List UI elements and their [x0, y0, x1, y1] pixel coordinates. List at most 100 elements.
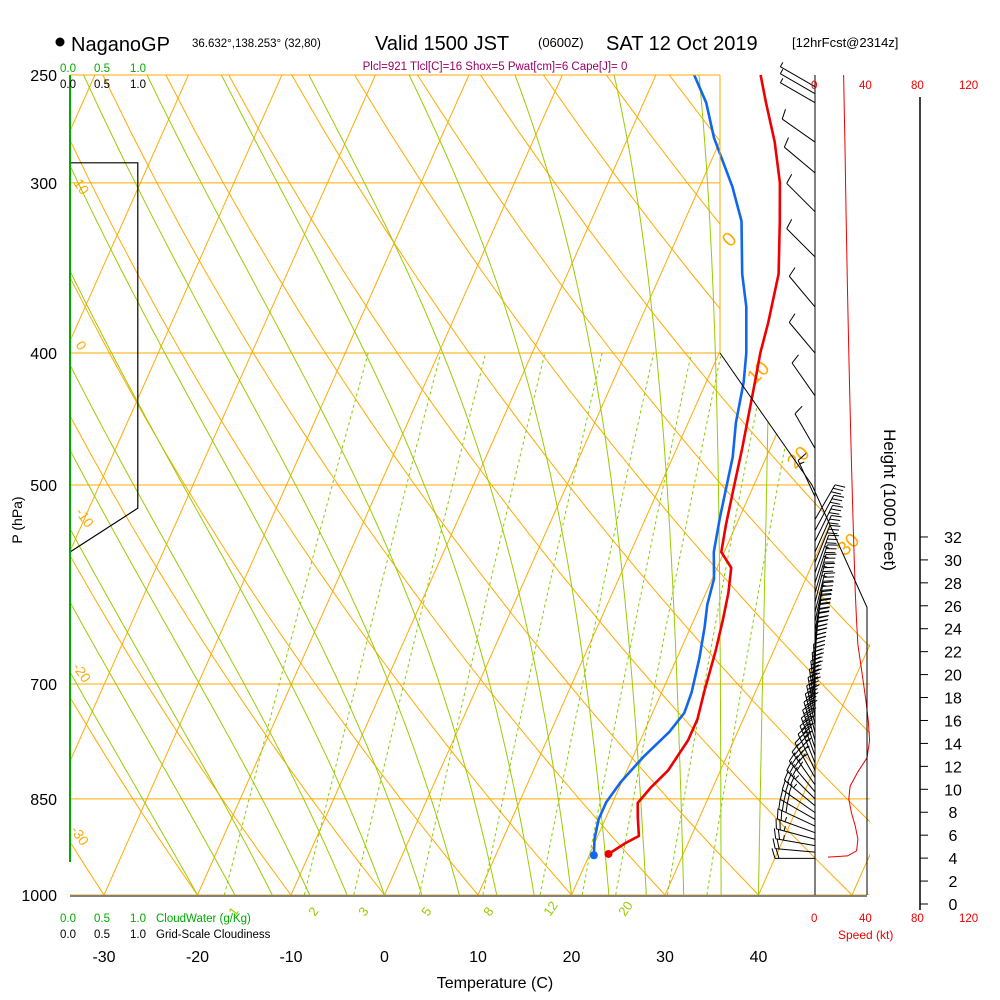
- wind-barb-feather: [794, 405, 803, 415]
- mixing-ratio-line: [482, 352, 603, 895]
- wind-barb-feather: [832, 504, 843, 508]
- wind-barb-feather: [821, 593, 832, 597]
- height-tick-label: 28: [944, 576, 962, 593]
- moist-adiabat-line: [613, 75, 685, 895]
- isotherm-label: -10: [73, 505, 98, 531]
- wind-barb-feather: [825, 542, 837, 544]
- wind-barb-half-feather: [779, 62, 784, 67]
- moist-adiabat-line: [70, 449, 311, 895]
- moist-adiabat-line: [70, 601, 236, 895]
- wind-barb: [791, 354, 816, 397]
- moist-adiabat-line: [308, 75, 572, 895]
- wind-barb-feather: [821, 589, 833, 591]
- wind-barb-half-feather: [802, 753, 808, 758]
- wind-barb-feather: [805, 688, 815, 695]
- wind-top-3: 120: [959, 80, 978, 92]
- wind-barb-feather: [776, 838, 780, 850]
- dry-adiabat-line: [354, 75, 870, 735]
- temperature-tick-label: -10: [279, 949, 302, 966]
- station-name: NaganoGP: [71, 34, 170, 56]
- wind-barb-feather: [781, 779, 786, 790]
- temperature-tick-label: -20: [186, 949, 209, 966]
- pressure-tick-label: 1000: [21, 888, 57, 905]
- cloudiness-top-2: 1.0: [130, 79, 146, 91]
- wind-barb-feather: [781, 800, 785, 811]
- wind-barb-shaft: [813, 644, 816, 685]
- moist-adiabat-line: [70, 164, 423, 895]
- diagonal-boundary-line: [719, 352, 868, 895]
- isotherm-label: 0: [73, 338, 91, 354]
- wind-barb-feather: [815, 631, 827, 636]
- wind-barb-half-feather: [779, 69, 784, 74]
- dry-adiabat-line: [70, 414, 385, 895]
- wind-barb: [797, 453, 816, 497]
- wind-barb-feather: [832, 487, 844, 492]
- wind-barb-feather: [808, 691, 819, 698]
- wind-barb-shaft: [814, 515, 832, 553]
- cloud-water-bottom-0: 0.0: [60, 913, 76, 925]
- cloud-water-top-0: 0.0: [60, 63, 76, 75]
- valid-time: Valid 1500 JST: [375, 33, 509, 55]
- wind-barb-feather: [800, 745, 809, 754]
- wind-barb-feather: [817, 618, 829, 622]
- wind-barb: [786, 219, 816, 258]
- wind-barb: [771, 848, 815, 859]
- wind-barb-feather: [816, 627, 828, 631]
- dry-adiabat-line: [102, 75, 666, 895]
- wind-barb: [814, 581, 834, 622]
- wind-barb-shaft: [780, 66, 816, 88]
- stability-indices: Plcl=921 Tlcl[C]=16 Shox=5 Pwat[cm]=6 Ca…: [363, 61, 628, 73]
- wind-barb-half-feather: [805, 738, 811, 742]
- temperature-tick-label: 10: [469, 949, 487, 966]
- wind-barb-feather: [820, 598, 831, 602]
- height-tick-label: 8: [949, 805, 958, 822]
- wind-barb: [814, 607, 830, 650]
- wind-barb-feather: [777, 829, 781, 840]
- cloudiness-top-0: 0.0: [60, 79, 76, 91]
- wind-barb: [814, 572, 836, 613]
- wind-barb: [786, 761, 816, 800]
- wind-barb-shaft: [800, 717, 816, 756]
- wind-barb-feather: [776, 808, 779, 820]
- wind-barb-half-feather: [799, 461, 805, 465]
- dry-adiabat-line: [984, 75, 1000, 895]
- height-tick-label: 30: [944, 553, 962, 570]
- wind-barb: [814, 484, 846, 520]
- moist-adiabat-line: [514, 75, 647, 895]
- wind-barb-feather: [788, 313, 796, 323]
- wind-barb: [779, 62, 816, 88]
- wind-panel-mask: [720, 75, 870, 608]
- wind-barb-feather: [815, 635, 827, 640]
- height-tick-label: 6: [949, 828, 958, 845]
- wind-barb-half-feather: [782, 835, 785, 841]
- wind-barb-feather: [826, 532, 838, 535]
- wind-barb-shaft: [807, 677, 816, 717]
- moist-adiabat-line: [146, 75, 498, 895]
- wind-barb-shaft: [794, 413, 816, 449]
- wind-barb-shaft: [780, 73, 816, 95]
- wind-barb-feather: [817, 623, 828, 627]
- dry-adiabat-line: [291, 75, 870, 823]
- wind-barb: [788, 313, 816, 354]
- station-coords: 36.632°,138.253° (32,80): [192, 38, 321, 50]
- wind-barb-shaft: [788, 275, 816, 308]
- y-axis-label: P (hPa): [9, 496, 25, 543]
- wind-barb: [814, 562, 836, 603]
- height-tick-label: 14: [944, 736, 962, 753]
- wind-barb: [779, 69, 816, 95]
- moist-adiabat-line: [70, 671, 198, 895]
- dry-adiabat-line: [165, 75, 759, 895]
- wind-barb-shaft: [781, 789, 816, 814]
- cloud-water-top-2: 1.0: [130, 63, 146, 75]
- wind-barb-shaft: [811, 652, 816, 693]
- mixing-ratio-line: [353, 352, 487, 895]
- cloud-water-bottom-2: 1.0: [130, 913, 146, 925]
- wind-barb-feather: [781, 109, 786, 120]
- wind-barb-feather: [814, 644, 826, 648]
- wind-barb-shaft: [780, 798, 816, 820]
- wind-barb-feather: [823, 581, 834, 584]
- wind-barb: [783, 137, 816, 174]
- wind-barb-feather: [779, 789, 784, 800]
- cloudiness-bottom-0: 0.0: [60, 929, 76, 941]
- wind-barb-feather: [775, 848, 780, 859]
